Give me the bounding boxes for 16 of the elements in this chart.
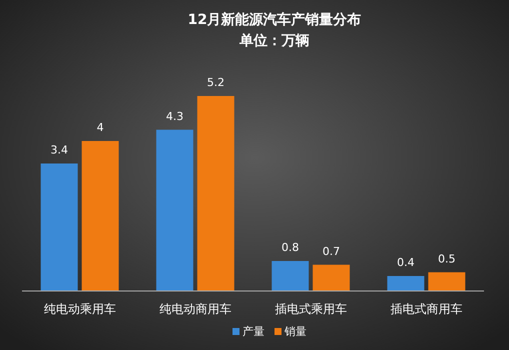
- data-label: 0.4: [397, 256, 414, 269]
- x-tick-label: 插电式商用车: [390, 302, 462, 316]
- data-label: 0.8: [282, 241, 299, 254]
- x-tick-label: 纯电动商用车: [159, 302, 232, 316]
- x-tick-label: 插电式乘用车: [274, 302, 347, 316]
- legend-label: 产量: [242, 325, 264, 338]
- data-label: 0.5: [438, 252, 456, 266]
- legend-label: 销量: [284, 325, 306, 338]
- data-label: 4.3: [166, 110, 184, 123]
- x-tick-label: 纯电动乘用车: [44, 302, 116, 316]
- chart-title: 12月新能源汽车产销量分布: [188, 11, 362, 28]
- chart-subtitle: 单位：万辆: [238, 33, 310, 49]
- data-label: 0.7: [322, 244, 340, 258]
- data-label: 5.2: [207, 76, 224, 89]
- data-label: 3.4: [50, 144, 68, 156]
- data-label: 4: [96, 121, 104, 134]
